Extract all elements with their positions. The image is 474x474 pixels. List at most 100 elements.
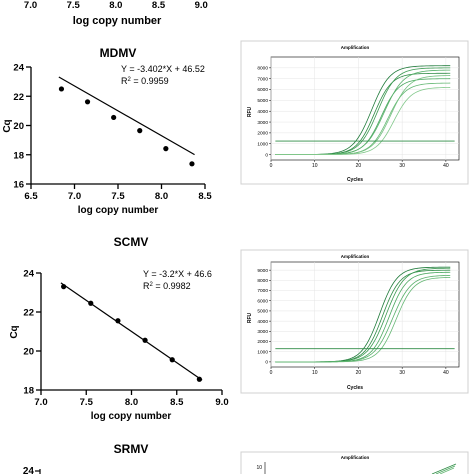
amp2-x-axis-label: Cycles: [347, 385, 363, 391]
scmv-data-points: [61, 284, 202, 382]
mdmv-data-point: [163, 146, 169, 152]
amp2-title: Amplification: [341, 254, 370, 259]
mdmv-amplification-plot: Amplification 0 10 20 30 40 0 1000 2000 3000 4000…: [240, 40, 469, 185]
amp3-title: Amplification: [341, 455, 370, 460]
amp2-y-tick-label: 4000: [257, 319, 268, 325]
scmv-x-tick-label: 7.5: [80, 397, 94, 408]
scmv-y-tick-label: 22: [23, 308, 34, 319]
scmv-standard-curve: SCMV 18 20 22 24 7.0 7.5 8.0 8.5 9.0 Y = -3.2*X …: [9, 235, 229, 422]
amp2-y-tick-label: 0: [265, 360, 268, 366]
srmv-amplification-plot: Amplification 10: [240, 451, 469, 474]
amp2-y-tick-label: 2000: [257, 339, 268, 345]
amp1-y-tick-label: 6000: [257, 87, 268, 93]
mdmv-y-tick-label: 24: [13, 63, 24, 74]
amp1-x-tick-label: 10: [312, 163, 318, 169]
scmv-x-tick-label: 9.0: [215, 397, 228, 408]
scmv-axes: 18 20 22 24 7.0 7.5 8.0 8.5 9.0: [23, 269, 228, 409]
amp3-amplification-curve: [431, 463, 457, 474]
top-x-tick-label: 8.5: [152, 0, 166, 11]
amp1-y-tick-label: 8000: [257, 66, 268, 72]
amp3-curves: [431, 463, 457, 474]
mdmv-y-tick-label: 18: [13, 150, 24, 161]
amp3-amplification-curve: [439, 467, 455, 474]
scmv-data-point: [196, 376, 202, 382]
scmv-y-tick-label: 24: [23, 269, 34, 280]
amp1-y-tick-label: 5000: [257, 98, 268, 104]
amp1-y-tick-label: 4000: [257, 109, 268, 115]
amp1-plot-area: 0 10 20 30 40 0 1000 2000 3000 4000 5000 6000 7000 80…: [257, 56, 460, 169]
top-x-axis-label: log copy number: [73, 15, 162, 27]
amp2-x-tick-label: 10: [312, 370, 318, 376]
mdmv-x-tick-label: 8.0: [155, 191, 168, 202]
scmv-amplification-plot: Amplification 0 10 20 30 40 0 1000 2000 3000 4000…: [240, 249, 469, 394]
amp1-y-tick-label: 3000: [257, 120, 268, 126]
mdmv-x-tick-label: 7.0: [68, 191, 81, 202]
mdmv-x-tick-label: 6.5: [24, 191, 38, 202]
amp3-frame: [240, 451, 469, 474]
scmv-x-tick-label: 8.0: [125, 397, 138, 408]
amp2-x-tick-label: 20: [356, 370, 362, 376]
amp2-x-tick-label: 30: [399, 370, 405, 376]
scmv-data-point: [88, 300, 94, 306]
mdmv-data-point: [189, 161, 195, 167]
scmv-data-point: [169, 357, 175, 363]
scmv-y-tick-label: 20: [23, 347, 34, 358]
amp3-y-tick-label: 10: [256, 465, 262, 471]
amp1-plot-border: [270, 56, 460, 161]
amp1-y-tick-label: 0: [265, 152, 268, 158]
mdmv-fit-line: [58, 76, 195, 156]
scmv-title: SCMV: [114, 235, 149, 249]
top-x-tick-label: 8.0: [109, 0, 122, 11]
scmv-data-point: [115, 318, 121, 324]
scmv-regression-line: [60, 282, 203, 381]
scmv-x-tick-label: 7.0: [34, 397, 47, 408]
mdmv-standard-curve: MDMV 16 18 20 22 24 6.5 7.0 7.5 8.0 8.5 Y = -3.40…: [2, 46, 212, 216]
amp1-x-tick-label: 30: [399, 163, 405, 169]
amp1-x-tick-label: 40: [443, 163, 449, 169]
mdmv-x-tick-label: 8.5: [198, 191, 212, 202]
scmv-x-tick-label: 8.5: [170, 397, 184, 408]
mdmv-data-point: [111, 114, 117, 121]
mdmv-data-point: [58, 86, 65, 92]
amp2-x-tick-label: 0: [270, 370, 273, 376]
mdmv-title: MDMV: [100, 46, 137, 60]
mdmv-regression-line: [58, 76, 195, 156]
amp1-y-tick-label: 2000: [257, 131, 268, 137]
mdmv-data-point: [137, 128, 143, 134]
top-x-tick-label: 9.0: [195, 0, 208, 11]
mdmv-axes: 16 18 20 22 24 6.5 7.0 7.5 8.0 8.5: [13, 63, 212, 203]
scmv-data-point: [142, 337, 148, 343]
amp2-y-axis-label: RFU: [247, 312, 253, 323]
scmv-r2: R2 = 0.9982: [143, 281, 191, 291]
mdmv-equation: Y = -3.402*X + 46.52: [121, 64, 205, 74]
amp2-y-tick-label: 1000: [257, 349, 268, 355]
top-x-tick-labels: 7.0 7.5 8.0 8.5 9.0: [24, 0, 208, 11]
mdmv-r2: R2 = 0.9959: [121, 76, 169, 86]
scmv-fit-line: [60, 282, 203, 381]
amp1-amplification-curve: [275, 87, 451, 155]
amp1-y-tick-label: 7000: [257, 76, 268, 82]
scmv-y-tick-label: 18: [23, 386, 34, 397]
scmv-data-point: [61, 284, 67, 290]
top-x-tick-label: 7.5: [67, 0, 81, 11]
mdmv-y-axis-label: Cq: [2, 119, 13, 132]
amp2-amplification-curve: [275, 277, 451, 363]
srmv-y-tick-label: 24: [23, 466, 35, 474]
amp2-x-tick-label: 40: [443, 370, 449, 376]
srmv-standard-curve: SRMV 24: [23, 442, 148, 474]
amp2-y-tick-label: 5000: [257, 309, 268, 315]
mdmv-x-tick-label: 7.5: [111, 191, 125, 202]
amp1-y-axis-label: RFU: [247, 106, 253, 117]
scmv-y-axis-label: Cq: [9, 325, 20, 338]
amp1-x-tick-label: 0: [270, 163, 273, 169]
srmv-title: SRMV: [114, 442, 149, 456]
mdmv-data-point: [84, 99, 91, 105]
mdmv-y-tick-label: 16: [13, 180, 24, 191]
amp1-y-tick-label: 1000: [257, 141, 268, 147]
mdmv-y-tick-label: 20: [13, 121, 24, 132]
amp1-x-tick-label: 20: [356, 163, 362, 169]
amp1-x-axis-label: Cycles: [347, 177, 363, 183]
amp2-y-tick-label: 3000: [257, 329, 268, 335]
amp2-y-tick-label: 9000: [257, 268, 268, 274]
